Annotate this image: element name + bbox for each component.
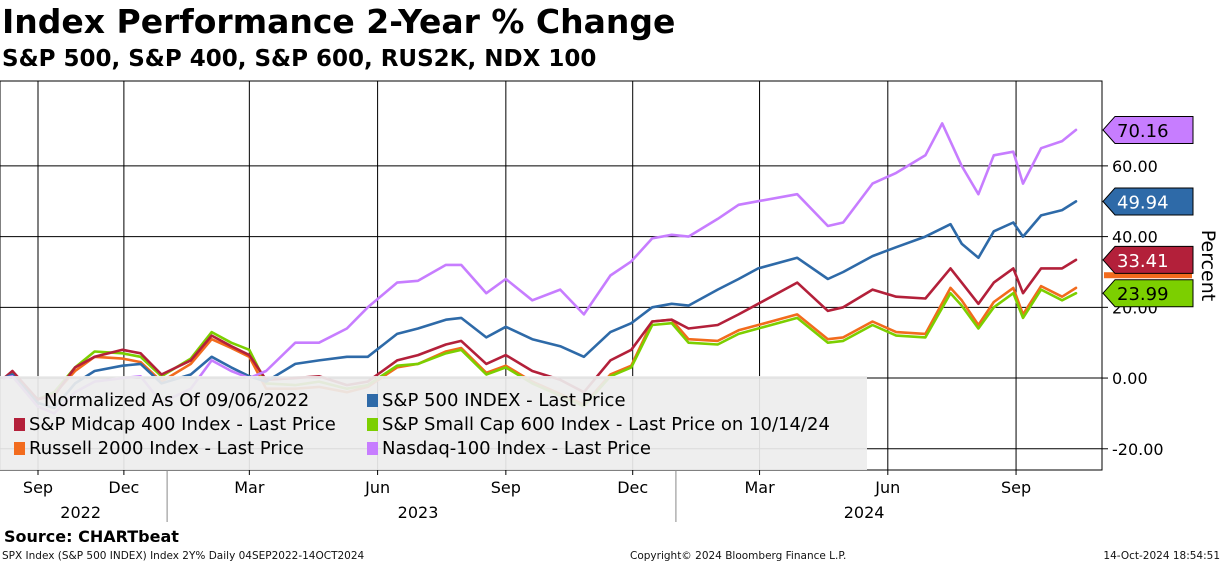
chart-subtitle: S&P 500, S&P 400, S&P 600, RUS2K, NDX 10…: [2, 46, 597, 72]
legend-swatch: [14, 442, 25, 455]
x-tick-label: Mar: [234, 478, 265, 497]
y-tick-label: 60.00: [1112, 157, 1158, 176]
last-value-flag: [1102, 187, 1194, 216]
x-tick-label: Jun: [874, 478, 900, 497]
year-label: 2022: [60, 503, 101, 522]
footer-ticker-info: SPX Index (S&P 500 INDEX) Index 2Y% Dail…: [2, 550, 365, 562]
y-tick-label: 40.00: [1112, 228, 1158, 247]
last-value-label: 33.41: [1117, 251, 1169, 272]
last-value-label: 49.94: [1117, 192, 1169, 213]
x-tick-label: Dec: [108, 478, 139, 497]
y-tick-label: 0.00: [1112, 369, 1148, 388]
last-value-flag-hint: [1104, 272, 1192, 279]
legend-entry: Nasdaq-100 Index - Last Price: [382, 438, 651, 459]
legend-note: Normalized As Of 09/06/2022: [44, 390, 309, 411]
footer-timestamp: 14-Oct-2024 18:54:51: [1103, 550, 1220, 562]
source-note: Source: CHARTbeat: [4, 527, 179, 546]
last-value-flag: [1102, 279, 1194, 308]
legend-entry: S&P Midcap 400 Index - Last Price: [29, 414, 336, 435]
last-value-label: 70.16: [1117, 121, 1169, 142]
legend-swatch: [367, 394, 378, 407]
legend-swatch: [367, 442, 378, 455]
legend: Normalized As Of 09/06/2022 S&P 500 INDEX…: [0, 376, 867, 470]
year-label: 2023: [398, 503, 439, 522]
year-label: 2024: [844, 503, 885, 522]
y-axis-title: Percent: [1197, 230, 1219, 302]
legend-entry: S&P 500 INDEX - Last Price: [382, 390, 626, 411]
last-value-label: 23.99: [1117, 284, 1169, 305]
legend-box: [0, 376, 867, 470]
last-value-labels: 49.94 33.41 23.99 70.16: [1102, 115, 1194, 308]
series-line: [2, 258, 1078, 401]
x-tick-label: Sep: [23, 478, 53, 497]
footer-copyright: Copyright© 2024 Bloomberg Finance L.P.: [630, 550, 847, 562]
x-tick-label: Sep: [491, 478, 521, 497]
legend-swatch: [14, 418, 25, 431]
legend-swatch: [367, 418, 378, 431]
last-value-flag: [1102, 115, 1194, 144]
x-tick-label: Sep: [1001, 478, 1031, 497]
x-tick-label: Mar: [744, 478, 775, 497]
x-tick-label: Dec: [617, 478, 648, 497]
chart-title: Index Performance 2-Year % Change: [2, 2, 676, 41]
last-value-flag: [1102, 245, 1194, 274]
y-tick-label: -20.00: [1112, 440, 1164, 459]
x-tick-label: Jun: [364, 478, 390, 497]
legend-entry: Russell 2000 Index - Last Price: [29, 438, 304, 459]
legend-entry: S&P Small Cap 600 Index - Last Price on …: [382, 414, 830, 435]
